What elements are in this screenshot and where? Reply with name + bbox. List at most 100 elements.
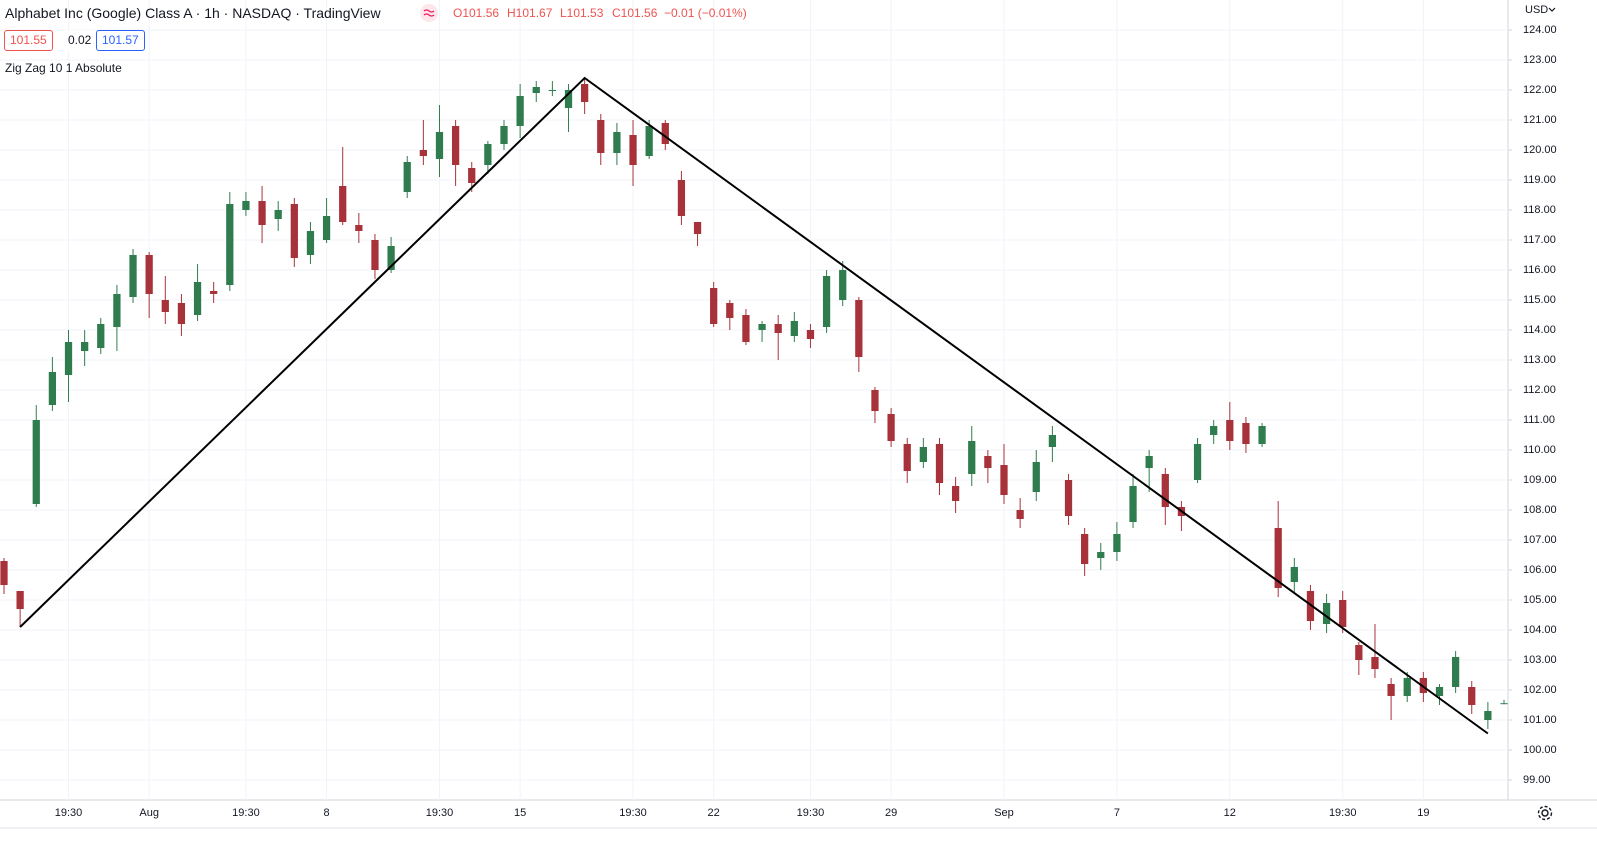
candle-body [774, 324, 782, 333]
y-tick-label: 108.00 [1523, 504, 1557, 516]
candle-body [951, 486, 960, 501]
x-tick-label: 8 [324, 807, 330, 819]
candle-body [1193, 444, 1202, 480]
candle-body [161, 300, 169, 312]
candle-body [726, 303, 734, 318]
candle-body [129, 255, 137, 297]
candle-body [742, 315, 750, 342]
candle-body [387, 246, 395, 270]
y-tick-label: 122.00 [1523, 84, 1557, 96]
candle-body [451, 126, 460, 165]
candle-body [1129, 486, 1137, 522]
ohlc-close: C101.56 [612, 6, 658, 20]
candle-body [758, 324, 766, 330]
y-tick-label: 107.00 [1523, 534, 1557, 546]
candle-body [0, 561, 8, 585]
candle-body [226, 204, 234, 285]
candle-body [113, 294, 121, 327]
candle-body [1290, 567, 1298, 582]
grid [0, 0, 1508, 800]
y-tick-label: 104.00 [1523, 624, 1557, 636]
x-tick-label: 19:30 [426, 807, 454, 819]
candle-body [1500, 703, 1508, 705]
candle-body [210, 291, 218, 294]
candle-body [1145, 456, 1153, 468]
candle-body [903, 444, 911, 471]
y-tick-label: 120.00 [1523, 144, 1557, 156]
x-tick-label: 19:30 [55, 807, 83, 819]
x-tick-label: 19:30 [1329, 807, 1357, 819]
y-tick-label: 106.00 [1523, 564, 1557, 576]
candle-body [1081, 534, 1089, 564]
x-tick-label: Aug [139, 807, 159, 819]
y-tick-label: 121.00 [1523, 114, 1557, 126]
candle-body [710, 288, 718, 324]
candle-body [1048, 435, 1057, 447]
candle-body [1032, 462, 1040, 492]
candle-body [16, 591, 24, 609]
settings-icon[interactable] [1537, 805, 1553, 821]
x-tick-label: 19:30 [797, 807, 825, 819]
y-tick-label: 114.00 [1523, 324, 1556, 336]
candle-body [564, 90, 573, 108]
candle-body [419, 150, 427, 156]
candle-body [1339, 600, 1347, 627]
candle-body [1161, 474, 1169, 507]
zigzag-line [19, 76, 1489, 735]
candle-body [839, 270, 847, 300]
candle-body [1097, 552, 1105, 558]
ask-price[interactable]: 101.57 [96, 30, 145, 51]
x-tick-label: 15 [514, 807, 526, 819]
y-tick-label: 116.00 [1523, 264, 1556, 276]
candle-body [516, 96, 524, 126]
currency-chevron[interactable] [1548, 7, 1556, 12]
candle-body [97, 324, 105, 348]
indicator-label[interactable]: Zig Zag 10 1 Absolute [5, 61, 122, 75]
candle-body [48, 372, 57, 405]
y-tick-label: 100.00 [1523, 744, 1557, 756]
ohlc-open: O101.56 [453, 6, 500, 20]
candle-body [435, 132, 444, 159]
data-status-icon[interactable] [419, 4, 439, 22]
ohlc-change: −0.01 (−0.01%) [664, 6, 747, 20]
candle-body [290, 204, 298, 258]
candle-body [855, 300, 863, 357]
y-tick-label: 118.00 [1523, 204, 1556, 216]
candle-body [887, 414, 895, 441]
candle-body [1226, 420, 1234, 441]
candle-body [613, 132, 621, 153]
candle-body [968, 441, 976, 474]
candle-body [1064, 480, 1073, 516]
candle-body [871, 390, 879, 411]
candle-body [64, 342, 73, 375]
candle-body [1242, 423, 1250, 444]
candle-body [371, 240, 379, 270]
candle-body [790, 321, 798, 336]
y-tick-label: 110.00 [1523, 444, 1556, 456]
x-tick-label: 19:30 [619, 807, 647, 819]
y-tick-label: 119.00 [1523, 174, 1556, 186]
candle-body [1371, 657, 1379, 669]
candle-body [1355, 645, 1363, 660]
y-tick-label: 105.00 [1523, 594, 1557, 606]
spread: 0.02 [62, 30, 98, 51]
candle-body [1016, 510, 1024, 519]
y-tick-label: 124.00 [1523, 24, 1557, 36]
currency-label: USD [1525, 4, 1548, 16]
candle-body [355, 225, 363, 231]
candle-body [935, 444, 944, 483]
candle-body [677, 180, 686, 216]
candle-body [1258, 426, 1266, 444]
candle-body [1274, 528, 1282, 588]
x-tick-label: 12 [1224, 807, 1236, 819]
candle-body [1000, 465, 1008, 495]
candle-body [468, 168, 476, 183]
candle-body [193, 282, 202, 315]
y-tick-label: 103.00 [1523, 654, 1557, 666]
bid-price[interactable]: 101.55 [4, 30, 53, 51]
candle-body [1210, 426, 1218, 435]
y-tick-label: 111.00 [1523, 414, 1555, 426]
ohlc-low: L101.53 [560, 6, 604, 20]
candle-body [984, 456, 992, 468]
